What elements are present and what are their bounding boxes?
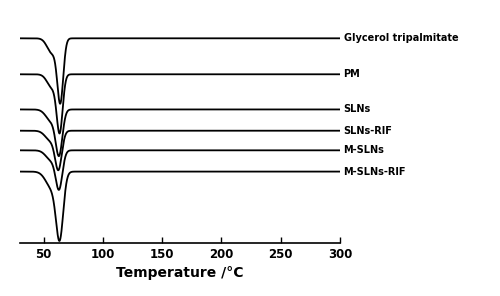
Text: M-SLNs: M-SLNs — [344, 145, 384, 155]
Text: SLNs-RIF: SLNs-RIF — [344, 126, 392, 136]
Text: SLNs: SLNs — [344, 104, 371, 115]
Text: PM: PM — [344, 69, 360, 79]
Text: Glycerol tripalmitate: Glycerol tripalmitate — [344, 33, 458, 43]
X-axis label: Temperature /°C: Temperature /°C — [116, 266, 244, 280]
Text: M-SLNs-RIF: M-SLNs-RIF — [344, 167, 406, 177]
